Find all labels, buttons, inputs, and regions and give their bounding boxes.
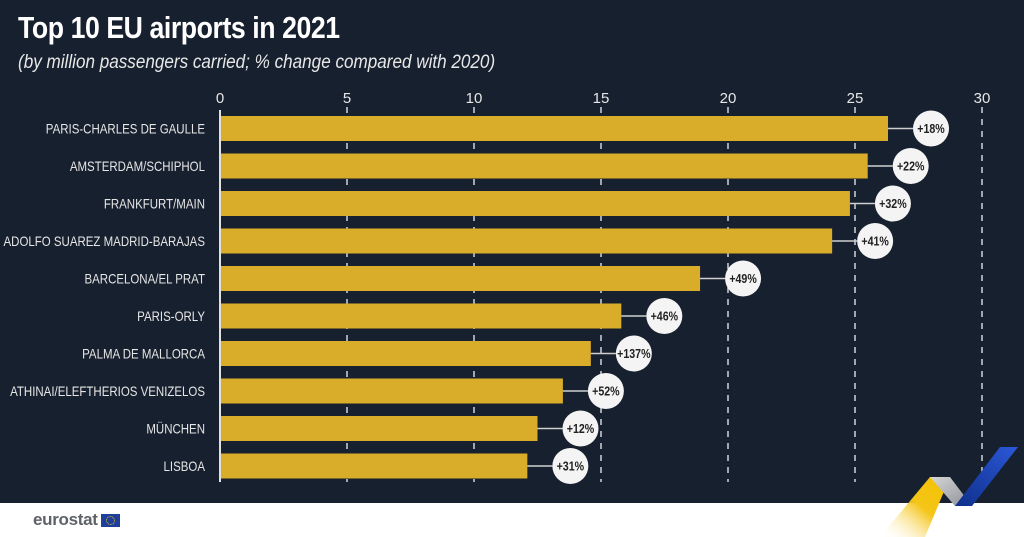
bar (220, 228, 833, 254)
ribbon-yellow (880, 477, 950, 537)
category-label: ADOLFO SUAREZ MADRID-BARAJAS (4, 233, 205, 249)
chart-subtitle: (by million passengers carried; % change… (18, 52, 496, 73)
change-badges: +18% +22% +32% +41% +49% +46% +137% +52% +12% +31… (527, 110, 950, 484)
category-label: BARCELONA/EL PRAT (84, 270, 205, 286)
badge-circle (725, 260, 762, 297)
bar (220, 266, 701, 291)
eu-flag-icon (100, 513, 120, 527)
change-label: +12% (567, 422, 594, 436)
bar (220, 378, 563, 404)
badge-circle (552, 448, 589, 484)
change-label: +49% (729, 272, 756, 286)
category-label: FRANKFURT/MAIN (104, 195, 205, 211)
category-label: LISBOA (164, 458, 206, 474)
badge-circle (874, 185, 911, 222)
x-axis-ticks: 0 5 10 15 20 25 30 (216, 90, 991, 107)
badge-circle (562, 410, 599, 447)
change-label: +46% (651, 310, 678, 324)
category-label: PARIS-ORLY (137, 308, 205, 324)
x-tick-label: 5 (343, 90, 351, 107)
category-label: AMSTERDAM/SCHIPHOL (70, 158, 205, 174)
chart-title: Top 10 EU airports in 2021 (18, 10, 340, 45)
category-label: ATHINAI/ELEFTHERIOS VENIZELOS (10, 383, 205, 399)
change-label: +52% (592, 385, 619, 399)
badge-circle (913, 110, 950, 147)
x-tick-label: 25 (847, 90, 864, 107)
badge-circle (892, 148, 929, 184)
bar (220, 453, 528, 479)
x-tick-label: 10 (466, 90, 483, 107)
x-tick-label: 20 (720, 90, 737, 107)
x-tick-label: 15 (593, 90, 610, 107)
bar (220, 153, 868, 179)
bars (220, 116, 889, 479)
category-label: PALMA DE MALLORCA (82, 345, 205, 361)
x-tick-label: 30 (974, 90, 991, 107)
change-label: +22% (897, 160, 924, 174)
bar (220, 303, 622, 329)
bar (220, 341, 591, 366)
x-tick-label: 0 (216, 90, 224, 107)
badge-circle (587, 373, 624, 409)
eurostat-logo: eurostat (33, 510, 120, 530)
ribbon-blue (955, 447, 1018, 506)
change-label: +18% (917, 122, 944, 136)
bar (220, 191, 850, 216)
eurostat-brand: eurostat (33, 510, 98, 529)
badge-circle (615, 335, 652, 372)
change-label: +137% (617, 347, 650, 361)
category-labels: PARIS-CHARLES DE GAULLE AMSTERDAM/SCHIPHO… (4, 120, 206, 474)
change-label: +32% (879, 197, 906, 211)
badge-circle (646, 298, 683, 334)
category-label: MÜNCHEN (146, 420, 205, 436)
bar (220, 116, 889, 141)
change-label: +31% (557, 460, 584, 474)
decorative-ribbon (880, 447, 1018, 537)
bar (220, 416, 538, 441)
badge-circle (857, 223, 894, 259)
change-label: +41% (861, 235, 888, 249)
category-label: PARIS-CHARLES DE GAULLE (46, 120, 205, 136)
